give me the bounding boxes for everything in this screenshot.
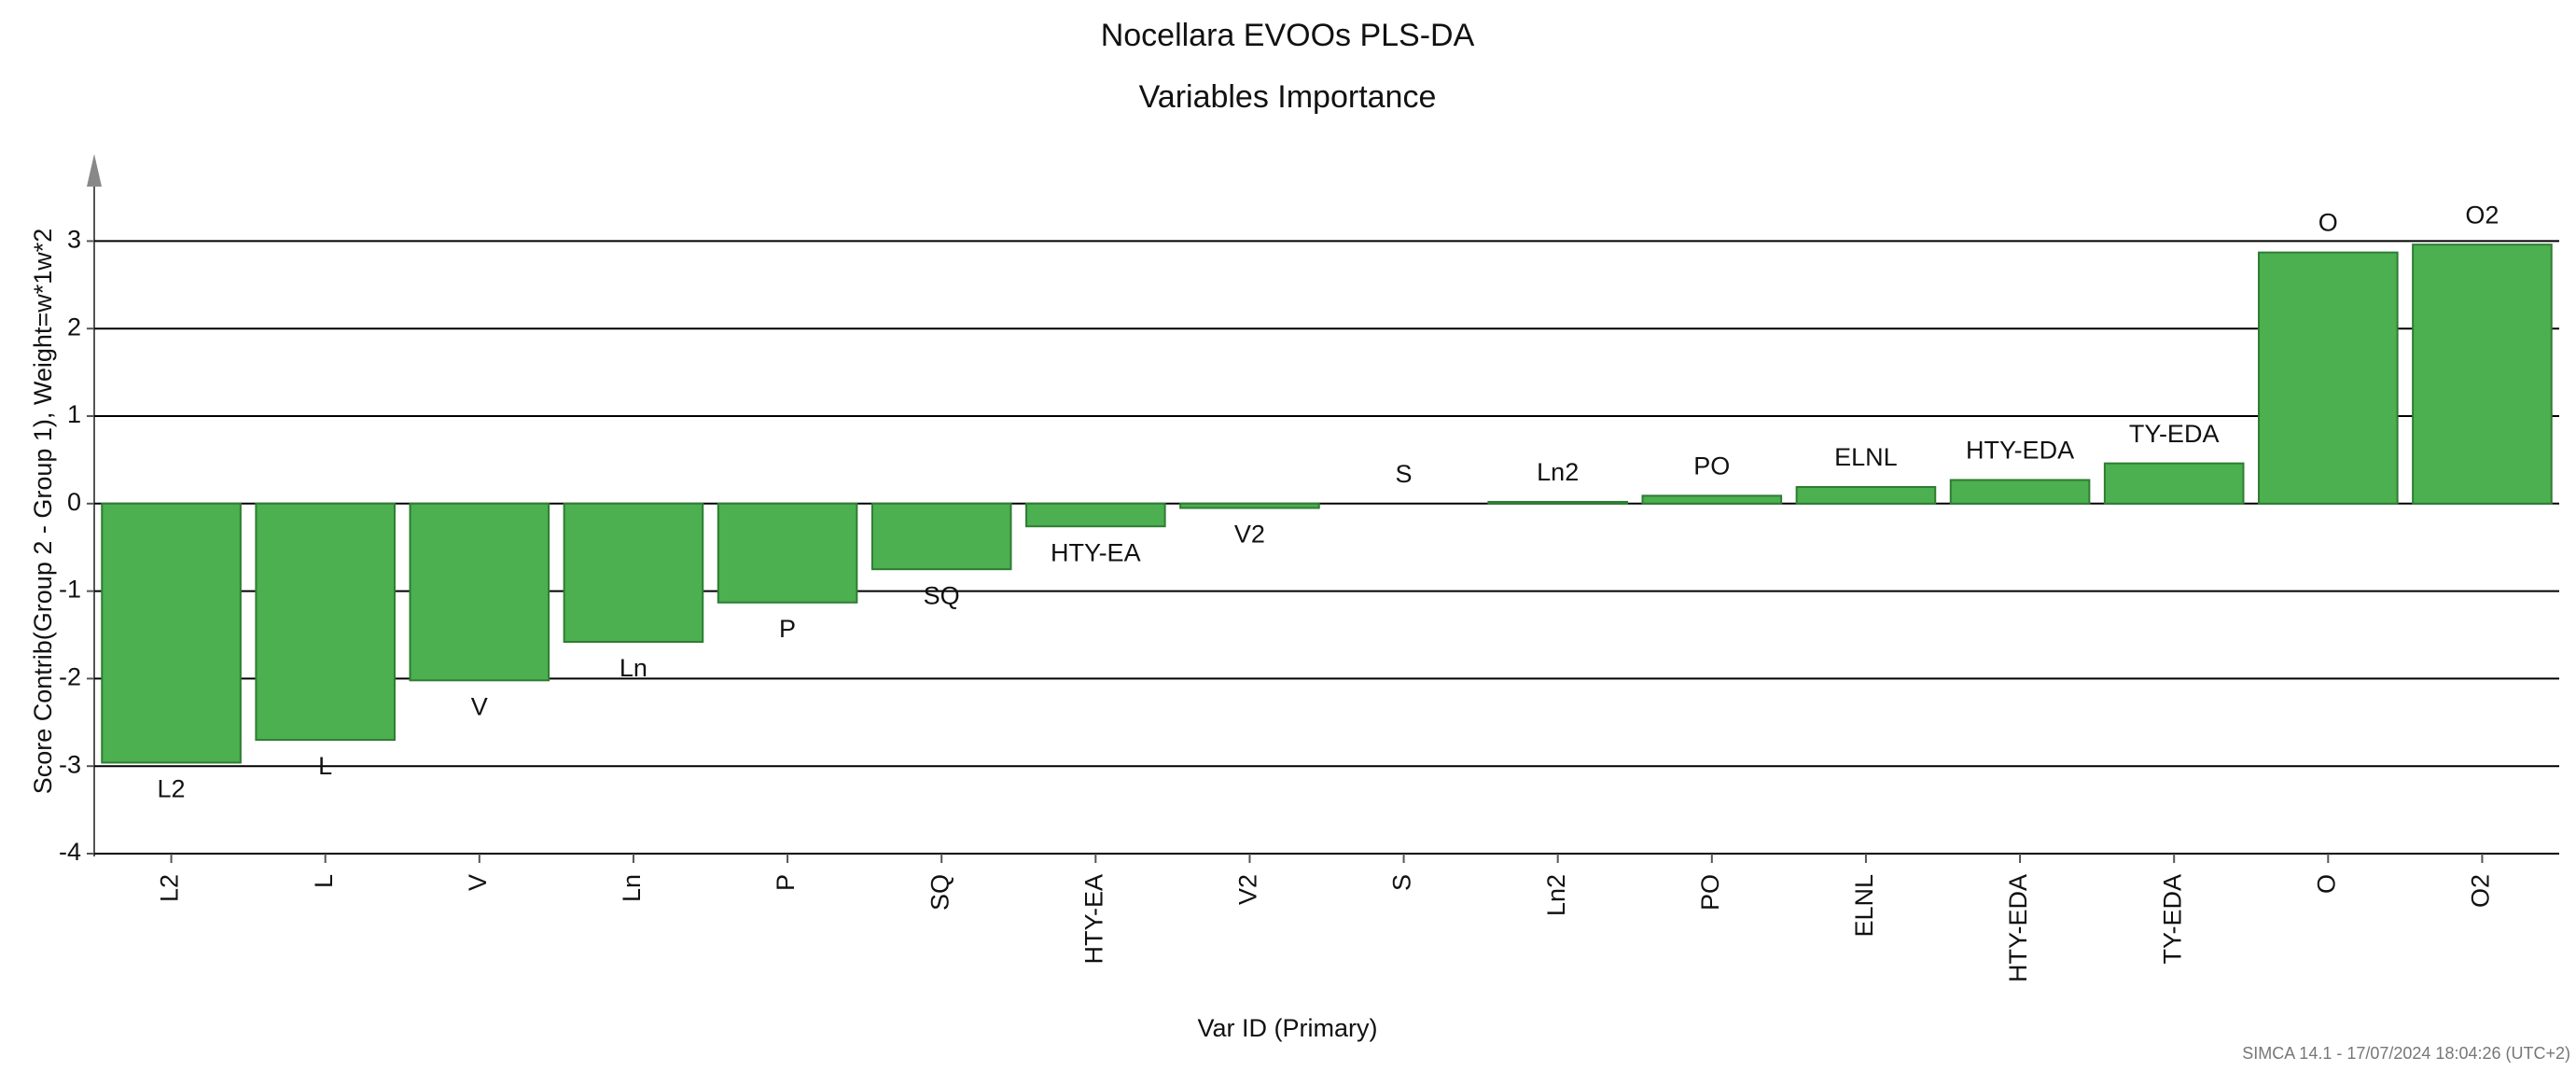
chart-subtitle: Variables Importance: [1139, 79, 1437, 115]
x-tick-label: TY-EDA: [2158, 874, 2186, 965]
bar: [1949, 479, 2091, 505]
chart-title: Nocellara EVOOs PLS-DA: [1101, 18, 1475, 53]
x-tick-label: P: [772, 874, 800, 891]
data-label: HTY-EDA: [1966, 437, 2074, 465]
x-tick-label: S: [1388, 874, 1416, 891]
data-label: Ln2: [1537, 458, 1579, 486]
data-label: TY-EDA: [2129, 420, 2220, 448]
y-axis-label: Score Contrib(Group 2 - Group 1), Weight…: [29, 229, 57, 795]
data-label: O: [2318, 209, 2338, 237]
y-tick-label: -3: [59, 750, 81, 778]
y-tick-label: 2: [67, 313, 81, 341]
y-tick-label: -4: [59, 838, 81, 866]
bar: [2412, 243, 2553, 505]
x-tick-label: O2: [2467, 874, 2495, 908]
axis-arrow: [87, 154, 102, 187]
bar: [2258, 251, 2399, 505]
data-label: PO: [1693, 452, 1730, 480]
footer: SIMCA 14.1 - 17/07/2024 18:04:26 (UTC+2): [2242, 1044, 2570, 1063]
y-tick-label: 0: [67, 488, 81, 516]
x-tick-label: V: [464, 874, 492, 891]
data-label: HTY-EA: [1051, 538, 1141, 566]
bar: [1025, 502, 1166, 528]
y-tick-label: -2: [59, 663, 81, 691]
bar: [1179, 502, 1320, 509]
data-label: P: [779, 615, 796, 643]
y-tick-label: 1: [67, 400, 81, 428]
bar: [1641, 494, 1783, 505]
bar: [1487, 500, 1628, 505]
x-tick-label: HTY-EA: [1079, 874, 1107, 965]
x-tick-label: V2: [1234, 874, 1262, 905]
bar: [2103, 462, 2245, 505]
x-tick-label: HTY-EDA: [2004, 874, 2032, 982]
data-label: Ln: [620, 654, 647, 682]
bar: [101, 502, 242, 764]
bar: [717, 502, 858, 604]
data-label: S: [1396, 460, 1413, 488]
x-tick-label: Ln: [618, 874, 646, 902]
data-label: SQ: [924, 581, 960, 609]
bar: [409, 502, 550, 682]
x-tick-label: Ln2: [1542, 874, 1570, 916]
bar: [870, 502, 1012, 571]
y-tick-label: -1: [59, 576, 81, 604]
data-label: V: [471, 692, 488, 720]
y-tick-label: 3: [67, 226, 81, 254]
x-axis-label: Var ID (Primary): [1198, 1014, 1378, 1042]
bar: [1795, 485, 1937, 505]
data-label: L: [318, 752, 332, 780]
data-label: ELNL: [1834, 443, 1898, 471]
data-label: O2: [2465, 201, 2499, 229]
data-label: V2: [1234, 521, 1265, 549]
x-tick-label: L: [310, 874, 338, 888]
x-tick-label: SQ: [926, 874, 954, 911]
x-tick-label: ELNL: [1850, 874, 1878, 938]
x-tick-label: O: [2312, 874, 2340, 894]
bar: [563, 502, 704, 644]
bar: [255, 502, 396, 742]
x-tick-label: PO: [1696, 874, 1724, 911]
data-label: L2: [158, 775, 186, 803]
x-tick-label: L2: [156, 874, 184, 902]
